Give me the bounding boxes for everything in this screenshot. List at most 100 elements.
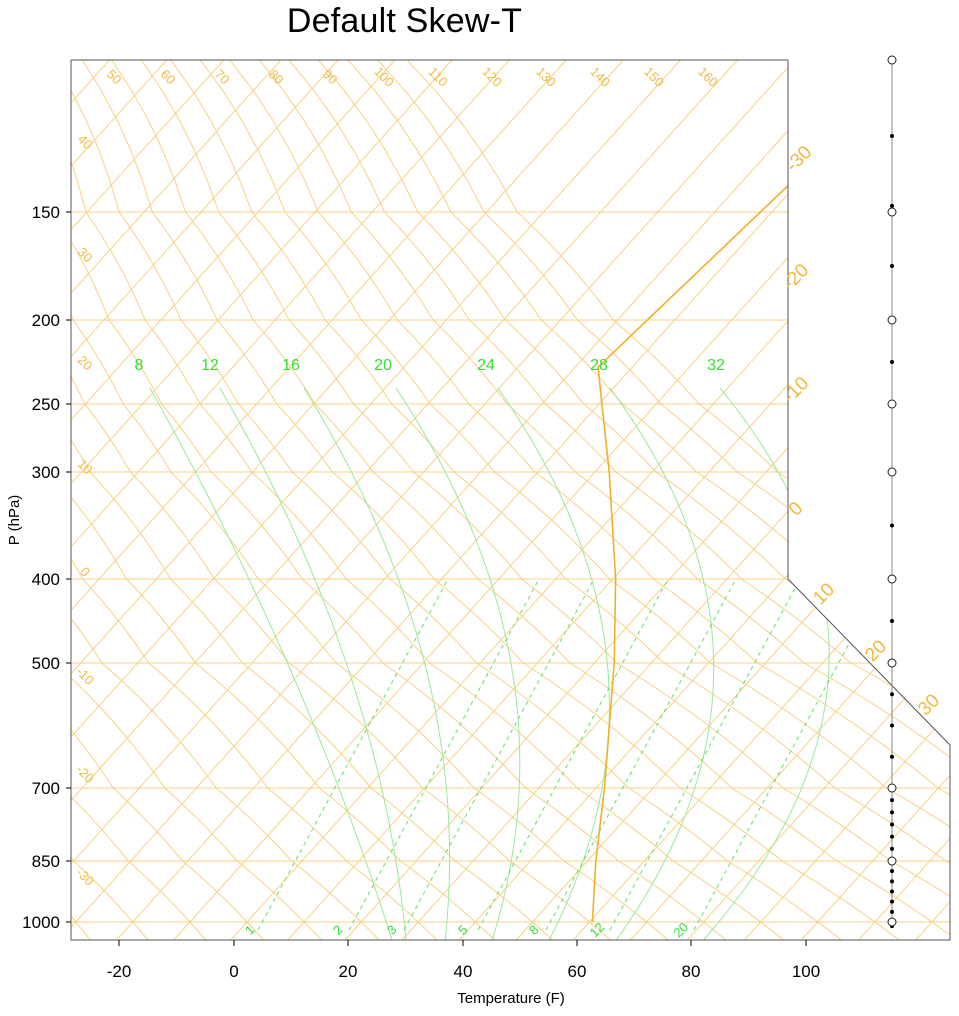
mixing-ratio-5: [477, 578, 669, 931]
isotherm-0: [230, 60, 950, 940]
isotherm--50: [71, 60, 738, 940]
temperature-series: [591, 60, 921, 923]
y-tick-label: 150: [32, 203, 60, 222]
dry-adiabat-120: [71, 60, 950, 940]
isotherm--90: [71, 60, 510, 940]
wind-dot: [890, 723, 894, 728]
isotherm-label: 140: [587, 64, 613, 90]
wind-dot: [890, 523, 894, 528]
moist-adiabat-label: 28: [590, 357, 608, 374]
isotherm--100: [71, 60, 453, 940]
y-tick-label: 1000: [22, 913, 60, 932]
isotherm--120: [71, 60, 339, 940]
dry-adiabat-60: [71, 60, 614, 940]
wind-dot: [890, 798, 894, 803]
dry-adiabat-210: [309, 60, 950, 940]
right-temperature-label: 10: [809, 579, 839, 609]
x-tick-label: 60: [568, 962, 587, 981]
right-temperature-label: 20: [861, 636, 891, 666]
dry-adiabat-110: [71, 60, 903, 940]
wind-dot: [890, 203, 894, 208]
isotherm--150: [71, 60, 168, 940]
dry-adiabat-80: [71, 60, 729, 940]
wind-dot: [890, 879, 894, 884]
dry-adiabat-130: [87, 60, 950, 940]
moist-adiabat-label: 20: [374, 357, 392, 374]
moist-adiabat-label: 24: [477, 357, 495, 374]
skewt-grid: [0, 0, 950, 942]
chart-title: Default Skew-T: [286, 2, 523, 40]
wind-open-marker: [887, 658, 897, 668]
wind-dot: [890, 889, 894, 894]
isotherm-label: 130: [533, 64, 559, 90]
mixing-ratio-8: [545, 578, 737, 931]
x-tick-label: 40: [454, 962, 473, 981]
isotherm-10: [287, 60, 950, 940]
mixing-ratio-label: 3: [384, 922, 400, 938]
wind-dot: [890, 822, 894, 827]
dry-adiabat-180: [226, 60, 950, 940]
wind-open-marker: [887, 207, 897, 217]
wind-open-marker: [887, 399, 897, 409]
mixing-ratio-3: [403, 578, 595, 931]
moist-adiabat-label: 12: [201, 357, 219, 374]
moist-adiabat-32: [703, 387, 830, 940]
moist-adiabat-label: 32: [707, 357, 725, 374]
dry-adiabat--40: [0, 0, 34, 942]
isotherm--130: [71, 60, 282, 940]
dry-adiabat-90: [71, 60, 787, 940]
mixing-ratio-label: 20: [670, 919, 691, 940]
skewt-frame: [70, 59, 951, 941]
mixing-ratio-20: [693, 578, 885, 931]
isotherm-80: [687, 60, 950, 940]
moist-adiabat-label: 16: [282, 357, 300, 374]
wind-bar: [887, 55, 897, 929]
isotherm-label: 50: [104, 66, 125, 87]
right-temperature-label: -10: [779, 373, 813, 407]
wind-open-marker: [887, 467, 897, 477]
dry-adiabat-40: [71, 60, 498, 940]
y-tick-label: 700: [32, 779, 60, 798]
dry-adiabat-100: [71, 60, 845, 940]
dry-adiabat-150: [143, 60, 950, 940]
mixing-ratio-label: 8: [526, 922, 542, 938]
wind-open-marker: [887, 574, 897, 584]
mixing-ratio-label: 2: [330, 922, 346, 938]
isotherm-70: [629, 60, 950, 940]
isotherm-label: 160: [695, 64, 721, 90]
wind-open-marker: [887, 783, 897, 793]
y-tick-label: 850: [32, 852, 60, 871]
wind-dot: [890, 619, 894, 623]
isotherm--60: [71, 60, 681, 940]
x-tick-label: 20: [339, 962, 358, 981]
wind-open-marker: [887, 315, 897, 325]
dry-adiabat--20: [71, 60, 151, 940]
dry-adiabat--10: [71, 60, 209, 940]
moist-adiabat-8: [149, 387, 393, 940]
y-tick-label: 400: [32, 570, 60, 589]
wind-open-marker: [887, 856, 897, 866]
x-axis-label: Temperature (F): [457, 990, 565, 1007]
isotherm--30: [71, 60, 852, 940]
dry-adiabat-140: [115, 60, 950, 940]
isotherm-50: [515, 60, 950, 940]
y-tick-label: 250: [32, 395, 60, 414]
isotherm-label: 150: [641, 64, 667, 90]
moist-adiabat-20: [395, 387, 521, 940]
y-tick-label: 300: [32, 463, 60, 482]
wind-dot: [890, 360, 894, 364]
dry-adiabat-170: [198, 60, 950, 940]
wind-dot: [890, 899, 894, 904]
isotherm--80: [71, 60, 567, 940]
dry-adiabat-190: [254, 60, 950, 940]
dry-adiabat-20: [71, 60, 382, 940]
wind-dot: [890, 846, 894, 851]
isotherm--140: [71, 60, 225, 940]
dry-adiabat-160: [171, 60, 950, 940]
dry-adiabat-50: [71, 60, 556, 940]
wind-dot: [890, 754, 894, 759]
isotherm-40: [458, 60, 950, 940]
wind-dot: [890, 810, 894, 815]
dry-adiabat-10: [71, 60, 324, 940]
